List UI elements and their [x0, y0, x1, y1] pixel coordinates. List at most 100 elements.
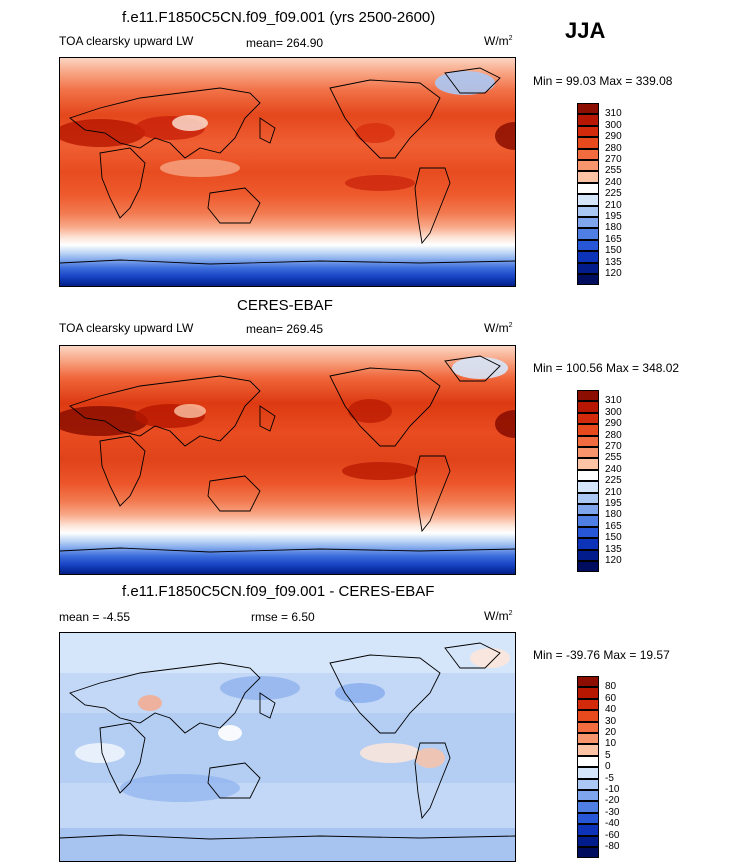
panel-1-legend-box-11	[577, 217, 599, 229]
season-label: JJA	[565, 18, 606, 43]
panel-2-legend-box-12	[577, 515, 599, 527]
panel-1-map	[59, 57, 516, 287]
panel-3-legend-tick: 60	[605, 692, 617, 704]
panel-2-legend-tick: 150	[605, 532, 622, 544]
panel-1-legend: 310 300 290 280 270 255 240 225 210 195 …	[577, 103, 637, 286]
panel-2-legend-box-13	[577, 526, 599, 539]
panel-2-legend-box-15	[577, 549, 599, 561]
panel-3-legend-box-12	[577, 801, 599, 813]
panel-2-mean-label: mean= 269.45	[246, 322, 324, 336]
panel-2-legend-tick: 290	[605, 418, 622, 430]
panel-1-legend-tick: 310	[605, 108, 622, 120]
panel-3-legend-tick: 80	[605, 681, 617, 693]
panel-1-legend-box-1	[577, 103, 599, 115]
panel-1-legend-box-14	[577, 251, 599, 263]
panel-3-legend-box-3	[577, 698, 599, 711]
panel-3-legend-box-6	[577, 733, 599, 745]
panel-1-legend-tick: 210	[605, 199, 622, 211]
panel-3-legend-box-13	[577, 812, 599, 825]
panel-3-legend-tick: 10	[605, 738, 617, 750]
panel-2-legend-tick: 225	[605, 475, 622, 487]
panel-1-legend-tick: 290	[605, 131, 622, 143]
panel-2-legend-tick: 270	[605, 441, 622, 452]
panel-3-legend-box-7	[577, 744, 599, 756]
panel-2-legend-tick: 165	[605, 520, 622, 532]
panel-1-legend-tick: 300	[605, 119, 622, 131]
panel-1-legend-tick: 195	[605, 211, 622, 222]
panel-2-legend-tick: 135	[605, 543, 622, 555]
panel-2-legend-box-1	[577, 390, 599, 402]
panel-2-legend-tick: 310	[605, 395, 622, 407]
panel-2-legend-tick: 280	[605, 429, 622, 441]
panel-1-legend-box-15	[577, 262, 599, 274]
panel-2-legend-box-10	[577, 492, 599, 504]
panel-3-legend-box-4	[577, 710, 599, 722]
panel-2-minmax: Min = 100.56 Max = 348.02	[533, 361, 680, 375]
panel-1-legend-box-8	[577, 182, 599, 195]
panel-3-map	[59, 632, 516, 862]
panel-3-legend-box-11	[577, 790, 599, 802]
panel-1-legend-tick: 240	[605, 176, 622, 188]
panel-1-legend-tick: 150	[605, 245, 622, 257]
panel-3-legend-tick: -5	[605, 772, 614, 784]
panel-2-legend-box-5	[577, 435, 599, 447]
panel-3-legend-tick: -60	[605, 829, 620, 841]
panel-1-legend-box-4	[577, 137, 599, 149]
panel-3-legend-tick: 0	[605, 761, 611, 773]
panel-2-legend-box-9	[577, 481, 599, 493]
panel-1-legend-tick: 255	[605, 165, 622, 177]
panel-3-units: W/m2	[484, 609, 513, 623]
panel-3-legend-tick: -10	[605, 784, 620, 795]
panel-2-title: CERES-EBAF	[237, 297, 333, 314]
panel-3-legend-tick: 30	[605, 715, 617, 727]
panel-3-legend-box-2	[577, 687, 599, 699]
panel-1-units: W/m2	[484, 34, 513, 48]
panel-2-legend-box-8	[577, 469, 599, 482]
panel-3-legend-box-8	[577, 755, 599, 768]
panel-3-rmse-label: rmse = 6.50	[251, 610, 315, 624]
panel-1-legend-tick: 225	[605, 188, 622, 200]
panel-1-legend-tick: 180	[605, 222, 622, 234]
panel-2-units: W/m2	[484, 321, 513, 335]
panel-1-legend-box-5	[577, 148, 599, 160]
panel-1-legend-box-9	[577, 194, 599, 206]
panel-2-legend-box-6	[577, 447, 599, 459]
panel-2-legend: 310 300 290 280 270 255 240 225 210 195 …	[577, 390, 637, 573]
panel-1-legend-box-2	[577, 114, 599, 126]
panel-1-title: f.e11.F1850C5CN.f09_f09.001 (yrs 2500-26…	[122, 9, 436, 26]
panel-3-legend-tick: 40	[605, 704, 617, 716]
panel-1-field-label: TOA clearsky upward LW	[59, 34, 194, 48]
panel-1-legend-box-13	[577, 239, 599, 252]
panel-1-minmax: Min = 99.03 Max = 339.08	[533, 74, 673, 88]
panel-3-legend-tick: 5	[605, 749, 611, 761]
panel-2-field-label: TOA clearsky upward LW	[59, 321, 194, 335]
panel-3-minmax: Min = -39.76 Max = 19.57	[533, 648, 670, 662]
panel-2-legend-tick: 240	[605, 463, 622, 475]
panel-1-legend-box-10	[577, 205, 599, 217]
panel-1-legend-tick: 270	[605, 154, 622, 165]
panel-2-legend-tick: 120	[605, 555, 622, 566]
panel-3-legend-tick: -20	[605, 795, 620, 807]
panel-3-legend-box-5	[577, 721, 599, 733]
panel-1-legend-box-6	[577, 160, 599, 172]
panel-1-legend-tick: 280	[605, 142, 622, 154]
panel-3-legend-box-16	[577, 847, 599, 859]
panel-2-legend-box-14	[577, 538, 599, 550]
panel-1-legend-box-12	[577, 228, 599, 240]
panel-3-title: f.e11.F1850C5CN.f09_f09.001 - CERES-EBAF	[122, 583, 435, 600]
panel-2-legend-tick: 255	[605, 452, 622, 464]
panel-3-legend-box-1	[577, 676, 599, 688]
panel-2-legend-tick: 195	[605, 498, 622, 509]
panel-3-legend-tick: 20	[605, 727, 617, 738]
panel-1-legend-box-16	[577, 274, 599, 286]
panel-3-legend-tick: -30	[605, 806, 620, 818]
panel-3-legend-box-10	[577, 778, 599, 790]
panel-3-legend-tick: -40	[605, 818, 620, 830]
panel-2-legend-box-16	[577, 561, 599, 573]
panel-3-legend: 80 60 40 30 20 10 5 0 -5 -10 -20 -30 -40…	[577, 676, 637, 859]
panel-3-legend-box-14	[577, 824, 599, 836]
panel-2-map	[59, 345, 516, 575]
panel-1-legend-tick: 120	[605, 268, 622, 279]
panel-2-legend-box-4	[577, 424, 599, 436]
panel-3-mean-label: mean = -4.55	[59, 610, 131, 624]
